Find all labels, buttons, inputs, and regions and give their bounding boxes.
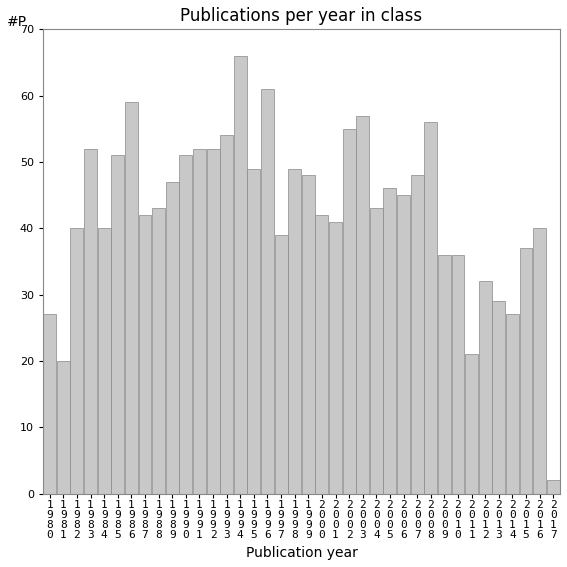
Bar — [356, 116, 369, 493]
Bar — [179, 155, 192, 493]
Bar — [206, 149, 219, 493]
Bar — [111, 155, 124, 493]
Bar — [288, 168, 301, 493]
Bar — [424, 122, 437, 493]
Bar — [57, 361, 70, 493]
Bar — [533, 229, 546, 493]
Bar — [152, 208, 165, 493]
Bar — [274, 235, 287, 493]
Bar — [411, 175, 424, 493]
Bar — [98, 229, 111, 493]
Bar — [261, 89, 274, 493]
Bar — [166, 182, 179, 493]
Title: Publications per year in class: Publications per year in class — [180, 7, 422, 25]
Bar — [465, 354, 478, 493]
Bar — [492, 301, 505, 493]
Bar — [547, 480, 560, 493]
Bar — [397, 195, 410, 493]
Bar — [370, 208, 383, 493]
X-axis label: Publication year: Publication year — [246, 546, 357, 560]
Bar — [125, 102, 138, 493]
Bar — [84, 149, 97, 493]
Bar — [234, 56, 247, 493]
Bar — [220, 136, 233, 493]
Bar — [342, 129, 356, 493]
Bar — [247, 168, 260, 493]
Bar — [193, 149, 206, 493]
Bar — [506, 315, 519, 493]
Bar — [315, 215, 328, 493]
Bar — [138, 215, 151, 493]
Bar — [329, 222, 342, 493]
Bar — [479, 281, 492, 493]
Bar — [519, 248, 532, 493]
Bar — [70, 229, 83, 493]
Bar — [451, 255, 464, 493]
Bar — [43, 315, 56, 493]
Y-axis label: #P: #P — [7, 15, 27, 29]
Bar — [302, 175, 315, 493]
Bar — [438, 255, 451, 493]
Bar — [383, 188, 396, 493]
